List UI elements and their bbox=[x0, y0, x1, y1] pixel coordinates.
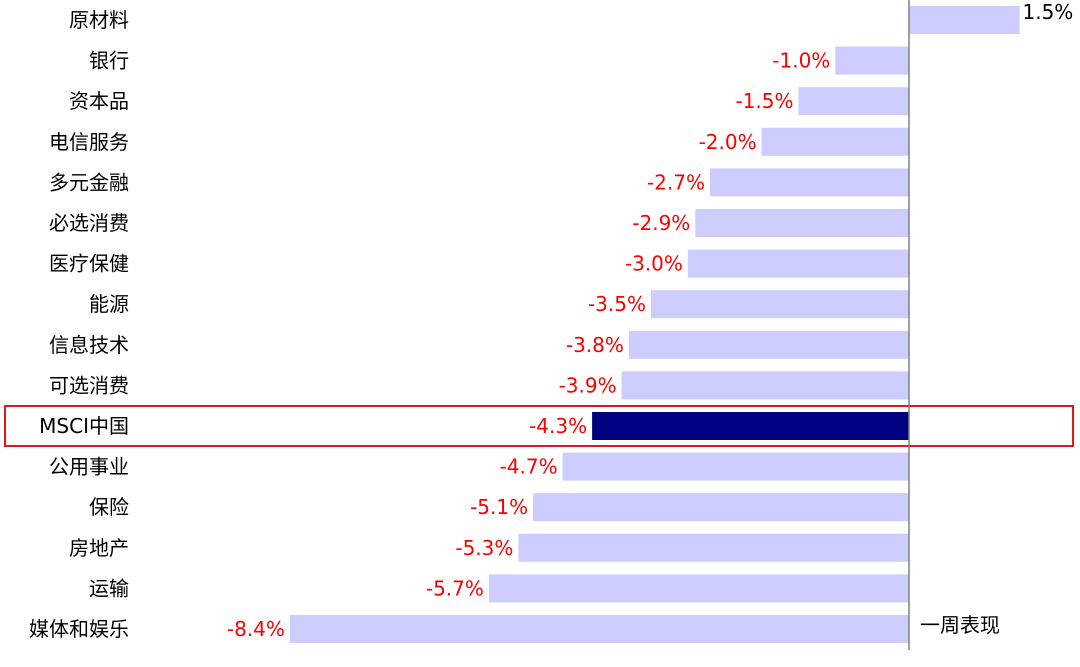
category-label-13: 房地产 bbox=[69, 536, 129, 560]
bar-11 bbox=[562, 452, 909, 481]
value-label-6: -3.0% bbox=[625, 252, 683, 276]
category-label-4: 多元金融 bbox=[49, 170, 129, 194]
value-label-3: -2.0% bbox=[699, 130, 757, 154]
bar-7 bbox=[651, 290, 909, 319]
bar-12 bbox=[533, 493, 909, 522]
category-label-3: 电信服务 bbox=[49, 130, 129, 154]
highlight-box bbox=[4, 405, 1074, 447]
category-label-12: 保险 bbox=[89, 495, 129, 519]
value-label-4: -2.7% bbox=[647, 170, 705, 194]
bar-3 bbox=[761, 127, 909, 156]
value-label-13: -5.3% bbox=[455, 536, 513, 560]
value-label-10: -4.3% bbox=[529, 414, 587, 438]
category-label-8: 信息技术 bbox=[49, 333, 129, 357]
value-label-2: -1.5% bbox=[735, 89, 793, 113]
category-label-10: MSCI中国 bbox=[39, 414, 129, 438]
value-label-5: -2.9% bbox=[632, 211, 690, 235]
value-label-1: -1.0% bbox=[772, 49, 830, 73]
bar-13 bbox=[518, 533, 909, 562]
category-label-6: 医疗保健 bbox=[49, 252, 129, 276]
bar-5 bbox=[695, 209, 909, 237]
bar-4 bbox=[710, 168, 909, 197]
bar-14 bbox=[488, 574, 909, 603]
bar-2 bbox=[798, 87, 910, 116]
bar-0 bbox=[909, 6, 1020, 34]
bar-9 bbox=[621, 371, 909, 400]
category-label-0: 原材料 bbox=[69, 8, 129, 32]
category-label-9: 可选消费 bbox=[49, 373, 129, 397]
bar-6 bbox=[687, 249, 909, 278]
category-label-2: 资本品 bbox=[69, 89, 129, 113]
value-label-8: -3.8% bbox=[566, 333, 624, 357]
value-label-11: -4.7% bbox=[500, 455, 558, 479]
category-label-11: 公用事业 bbox=[49, 455, 129, 479]
bar-8 bbox=[628, 330, 909, 359]
category-label-5: 必选消费 bbox=[49, 211, 129, 235]
value-label-7: -3.5% bbox=[588, 292, 646, 316]
category-label-1: 银行 bbox=[89, 49, 129, 73]
value-label-9: -3.9% bbox=[559, 373, 617, 397]
value-label-12: -5.1% bbox=[470, 495, 528, 519]
category-label-7: 能源 bbox=[89, 292, 129, 316]
category-label-15: 媒体和娱乐 bbox=[29, 617, 129, 641]
value-label-15: -8.4% bbox=[227, 617, 285, 641]
legend-series-name: 一周表现 bbox=[920, 613, 1000, 637]
bar-15 bbox=[289, 615, 909, 643]
value-label-0: 1.5% bbox=[1023, 0, 1074, 24]
bar-1 bbox=[835, 46, 909, 75]
category-label-14: 运输 bbox=[89, 576, 129, 600]
bar-10 bbox=[592, 412, 909, 440]
value-label-14: -5.7% bbox=[426, 576, 484, 600]
